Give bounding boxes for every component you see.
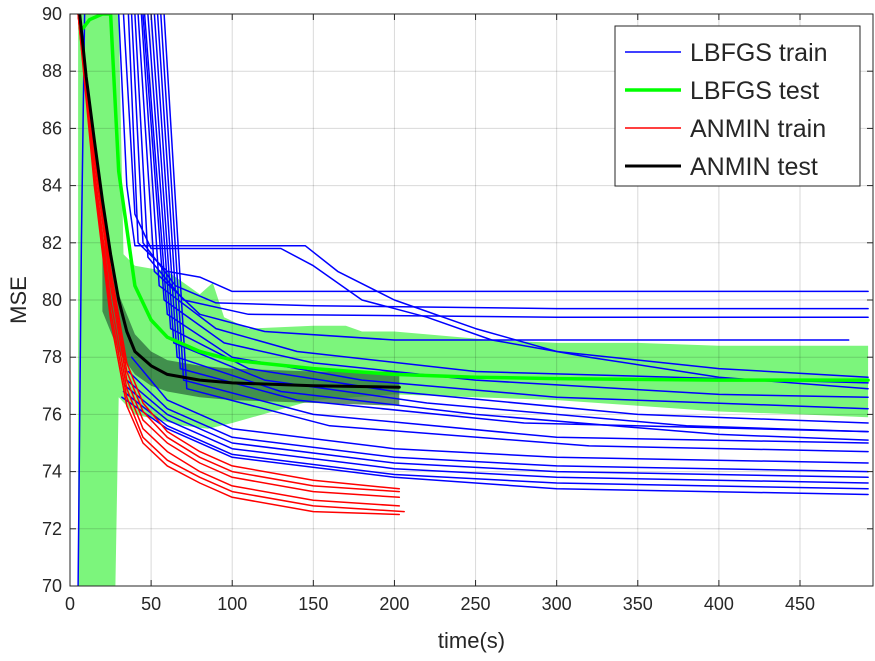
y-tick-label: 86	[42, 118, 62, 138]
series-line-anmin-test	[78, 14, 401, 389]
y-tick-label: 90	[42, 4, 62, 24]
y-tick-label: 84	[42, 176, 62, 196]
legend-label: ANMIN test	[690, 153, 818, 181]
x-tick-label: 150	[298, 594, 328, 614]
y-tick-label: 74	[42, 462, 62, 482]
series-line-lbfgs-train	[122, 14, 869, 390]
legend-label: ANMIN train	[690, 115, 826, 143]
legend-label: LBFGS train	[690, 39, 828, 67]
y-tick-label: 70	[42, 576, 62, 596]
band-anmin-test-spread	[102, 237, 400, 406]
series-line-anmin-train	[77, 14, 401, 507]
y-tick-label: 78	[42, 347, 62, 367]
series-line-lbfgs-train	[122, 390, 869, 490]
series-line-lbfgs-train	[130, 356, 869, 464]
series-line-anmin-train	[77, 14, 401, 516]
series-line-lbfgs-train	[124, 385, 869, 484]
series-line-lbfgs-train	[140, 14, 869, 384]
x-tick-label: 250	[461, 594, 491, 614]
x-tick-label: 400	[704, 594, 734, 614]
series-line-lbfgs-train	[127, 14, 869, 293]
x-axis-label: time(s)	[438, 628, 505, 653]
y-tick-label: 82	[42, 233, 62, 253]
series-layer	[77, 14, 870, 586]
series-line-lbfgs-train	[142, 14, 869, 398]
x-tick-label: 300	[542, 594, 572, 614]
legend-label: LBFGS test	[690, 77, 819, 105]
x-tick-label: 100	[217, 594, 247, 614]
x-tick-label: 0	[65, 594, 75, 614]
series-line-lbfgs-train	[134, 14, 869, 318]
bands-layer	[78, 14, 869, 586]
x-tick-label: 350	[623, 594, 653, 614]
series-line-lbfgs-train	[147, 14, 869, 424]
series-line-lbfgs-train	[153, 14, 869, 441]
y-tick-label: 72	[42, 519, 62, 539]
y-tick-label: 80	[42, 290, 62, 310]
series-line-lbfgs-train	[117, 14, 869, 378]
x-tick-label: 200	[379, 594, 409, 614]
y-tick-label: 76	[42, 404, 62, 424]
series-line-anmin-train	[77, 14, 405, 513]
series-line-lbfgs-train	[137, 14, 850, 341]
y-axis-label: MSE	[6, 276, 31, 324]
series-line-lbfgs-train	[160, 14, 869, 444]
series-line-lbfgs-train	[150, 14, 869, 433]
series-line-lbfgs-train	[126, 379, 869, 479]
series-line-lbfgs-test	[81, 14, 870, 382]
series-line-lbfgs-train	[156, 14, 869, 433]
series-line-anmin-train	[77, 14, 401, 493]
axes-layer: 0 50 100 150 200 250 300 350 400 450 70 72 74 76 78 80 8…	[42, 4, 874, 614]
series-line-lbfgs-train	[77, 14, 86, 586]
series-line-anmin-train	[77, 14, 401, 499]
series-line-lbfgs-train	[163, 14, 869, 453]
x-tick-label: 450	[785, 594, 815, 614]
y-tick-label: 88	[42, 61, 62, 81]
series-line-lbfgs-train	[130, 14, 869, 310]
x-tick-label: 50	[141, 594, 161, 614]
series-line-lbfgs-train	[127, 370, 869, 473]
legend: LBFGS train LBFGS test ANMIN train ANMIN te…	[614, 25, 861, 187]
